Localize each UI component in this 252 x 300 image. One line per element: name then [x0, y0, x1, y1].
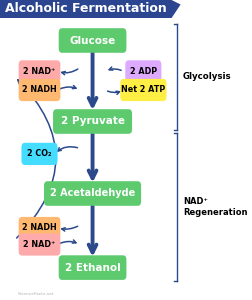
Text: 2 NAD⁺: 2 NAD⁺	[23, 67, 55, 76]
Text: 2 Pyruvate: 2 Pyruvate	[60, 116, 124, 127]
FancyBboxPatch shape	[19, 79, 60, 101]
Text: 2 Ethanol: 2 Ethanol	[65, 262, 120, 273]
FancyBboxPatch shape	[19, 217, 60, 239]
Text: Alcoholic Fermentation: Alcoholic Fermentation	[5, 2, 166, 16]
Text: 2 NADH: 2 NADH	[22, 85, 57, 94]
FancyBboxPatch shape	[58, 28, 126, 53]
Text: 2 Acetaldehyde: 2 Acetaldehyde	[50, 188, 135, 199]
Text: Net 2 ATP: Net 2 ATP	[121, 85, 165, 94]
Text: Glycolysis: Glycolysis	[182, 72, 231, 81]
Text: NAD⁺
Regeneration: NAD⁺ Regeneration	[182, 197, 246, 217]
Text: 2 NADH: 2 NADH	[22, 224, 57, 232]
FancyBboxPatch shape	[44, 181, 141, 206]
Text: 2 CO₂: 2 CO₂	[27, 149, 52, 158]
Text: 2 ADP: 2 ADP	[129, 67, 156, 76]
Polygon shape	[0, 0, 180, 18]
FancyBboxPatch shape	[125, 60, 161, 82]
Text: ScienceFactz.net: ScienceFactz.net	[18, 292, 55, 296]
FancyBboxPatch shape	[21, 143, 57, 165]
FancyBboxPatch shape	[19, 233, 60, 256]
Text: Glucose: Glucose	[69, 35, 115, 46]
Text: 2 NAD⁺: 2 NAD⁺	[23, 240, 55, 249]
FancyBboxPatch shape	[120, 79, 166, 101]
FancyBboxPatch shape	[53, 109, 132, 134]
FancyBboxPatch shape	[19, 60, 60, 82]
FancyBboxPatch shape	[58, 255, 126, 280]
